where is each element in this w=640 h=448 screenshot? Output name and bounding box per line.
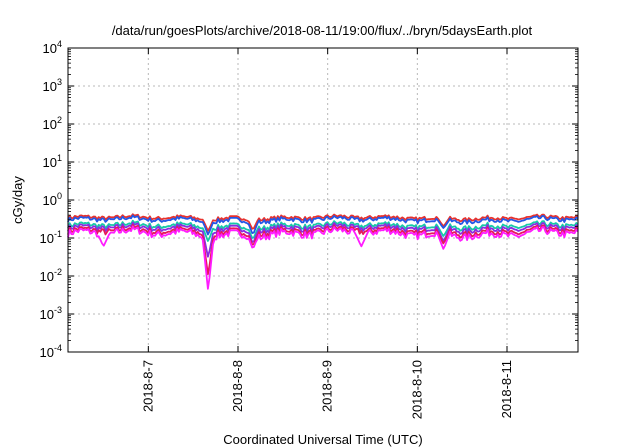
y-tick-label: 10-3 <box>40 305 62 322</box>
y-tick-label: 100 <box>43 191 62 208</box>
y-tick-label: 10-4 <box>40 343 62 360</box>
x-tick-label: 2018-8-7 <box>140 360 155 412</box>
y-tick-label: 10-1 <box>40 229 62 246</box>
chart-title: /data/run/goesPlots/archive/2018-08-11/1… <box>112 23 533 38</box>
x-tick-label: 2018-8-9 <box>320 360 335 412</box>
x-tick-label: 2018-8-8 <box>230 360 245 412</box>
series-line-5 <box>67 223 579 276</box>
y-tick-label: 103 <box>43 77 62 94</box>
y-axis-label: cGy/day <box>10 176 25 224</box>
x-tick-label: 2018-8-11 <box>499 360 514 418</box>
series-line-2 <box>67 214 579 236</box>
series-line-3 <box>67 219 579 242</box>
grid-lines <box>68 48 578 352</box>
series-line-1 <box>67 213 579 232</box>
x-tick-label: 2018-8-10 <box>409 360 424 419</box>
y-tick-label: 101 <box>43 153 62 170</box>
y-axis: 10-4 10-3 10-2 10-1 100 101 102 103 104 <box>40 39 578 360</box>
y-tick-label: 102 <box>43 115 62 132</box>
y-tick-label: 104 <box>43 39 62 56</box>
series-layer <box>67 213 579 290</box>
x-axis: 2018-8-7 2018-8-8 2018-8-9 2018-8-10 2018-8-… <box>140 48 514 419</box>
y-tick-label: 10-2 <box>40 267 62 284</box>
x-axis-label: Coordinated Universal Time (UTC) <box>223 432 422 447</box>
series-line-6 <box>67 225 579 290</box>
series-line-4 <box>67 221 579 258</box>
